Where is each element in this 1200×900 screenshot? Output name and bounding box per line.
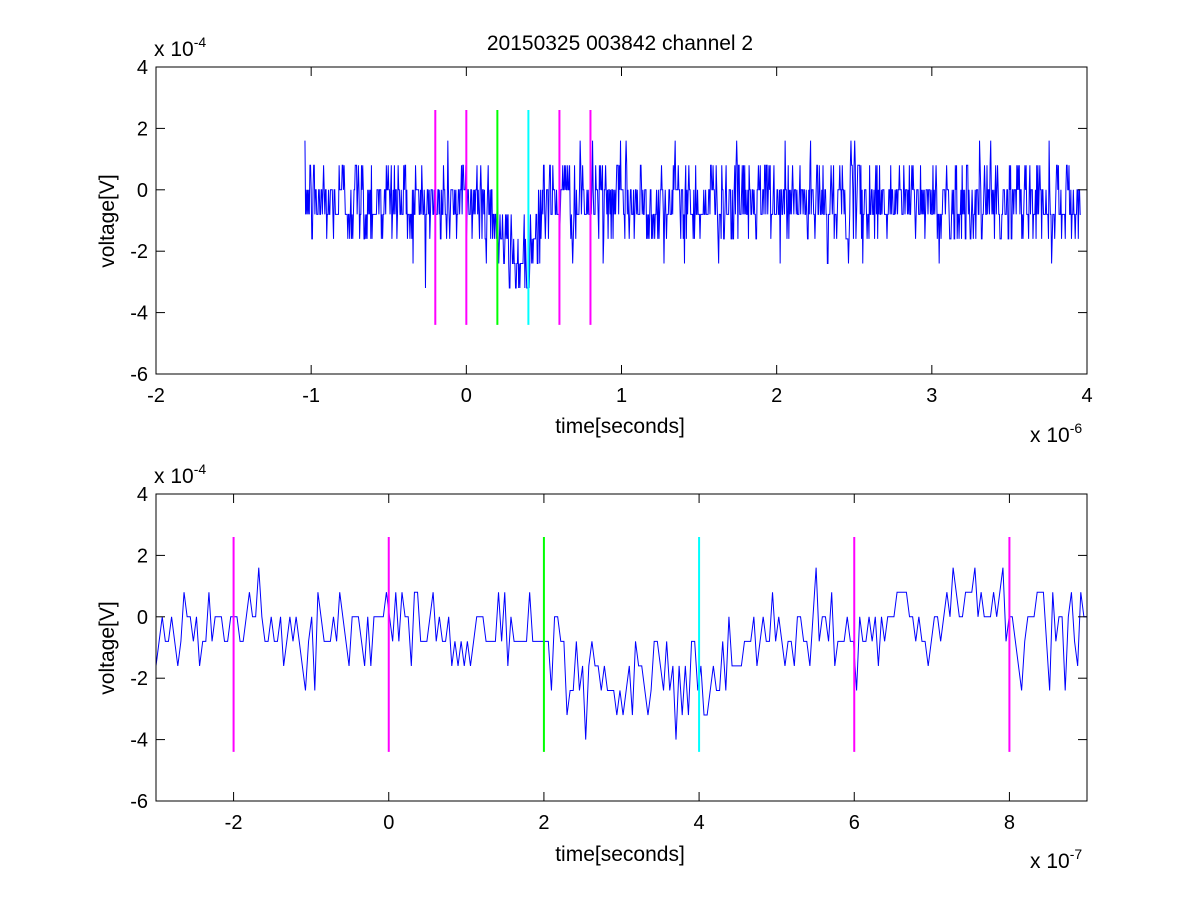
bottom-y-tick-label: -2 [130, 668, 148, 690]
top-x-tick-label: 1 [616, 385, 627, 407]
bottom-x-axis-label: time[seconds] [555, 843, 685, 866]
bottom-y-tick-label: -4 [130, 730, 148, 752]
bottom-x-tick-label: -2 [225, 812, 243, 834]
top-x-exponent-label: x 10-6 [1030, 420, 1082, 447]
bottom-signal-series [156, 567, 1087, 740]
top-x-tick-label: 3 [926, 385, 937, 407]
bottom-y-tick-label: -6 [130, 791, 148, 813]
top-y-tick-label: -6 [130, 364, 148, 386]
bottom-x-tick-label: 2 [538, 812, 549, 834]
top-plot-area: -2 -1 0 1 2 3 4 -6 -4 -2 0 2 4 [130, 57, 1092, 407]
bottom-x-exponent-label: x 10-7 [1030, 846, 1082, 873]
top-signal-series [304, 140, 1081, 289]
top-y-exponent-label: x 10-4 [154, 34, 206, 61]
top-x-tick-label: 4 [1081, 385, 1092, 407]
figure-title: 20150325 003842 channel 2 [487, 32, 753, 55]
bottom-axes-box [155, 493, 1088, 802]
bottom-x-tick-label: 0 [383, 812, 394, 834]
top-y-tick-label: -2 [130, 241, 148, 263]
bottom-x-tick-label: 4 [694, 812, 705, 834]
top-axes-box [155, 66, 1088, 375]
top-y-tick-label: 4 [137, 57, 148, 79]
bottom-y-tick-label: 4 [137, 484, 148, 506]
top-x-tick-label: -1 [302, 385, 320, 407]
bottom-y-exponent-label: x 10-4 [154, 461, 206, 488]
top-y-tick-label: -4 [130, 303, 148, 325]
bottom-plot-area: -2 0 2 4 6 8 -6 -4 -2 0 2 4 [130, 484, 1088, 834]
top-y-tick-label: 0 [137, 180, 148, 202]
bottom-y-axis-label: voltage[V] [96, 601, 119, 694]
top-x-tick-label: 2 [771, 385, 782, 407]
top-x-tick-label: -2 [147, 385, 165, 407]
bottom-x-tick-label: 6 [849, 812, 860, 834]
bottom-subplot: -2 0 2 4 6 8 -6 -4 -2 0 2 4 time[seconds] voltage[V… [96, 461, 1088, 873]
top-x-axis-label: time[seconds] [555, 415, 685, 438]
top-y-tick-label: 2 [137, 118, 148, 140]
bottom-x-tick-label: 8 [1004, 812, 1015, 834]
top-y-axis-label: voltage[V] [96, 174, 119, 267]
bottom-y-tick-label: 2 [137, 545, 148, 567]
top-subplot: -2 -1 0 1 2 3 4 -6 -4 -2 0 2 4 time[seconds] voltage… [96, 34, 1093, 447]
top-x-tick-label: 0 [461, 385, 472, 407]
bottom-y-tick-label: 0 [137, 607, 148, 629]
